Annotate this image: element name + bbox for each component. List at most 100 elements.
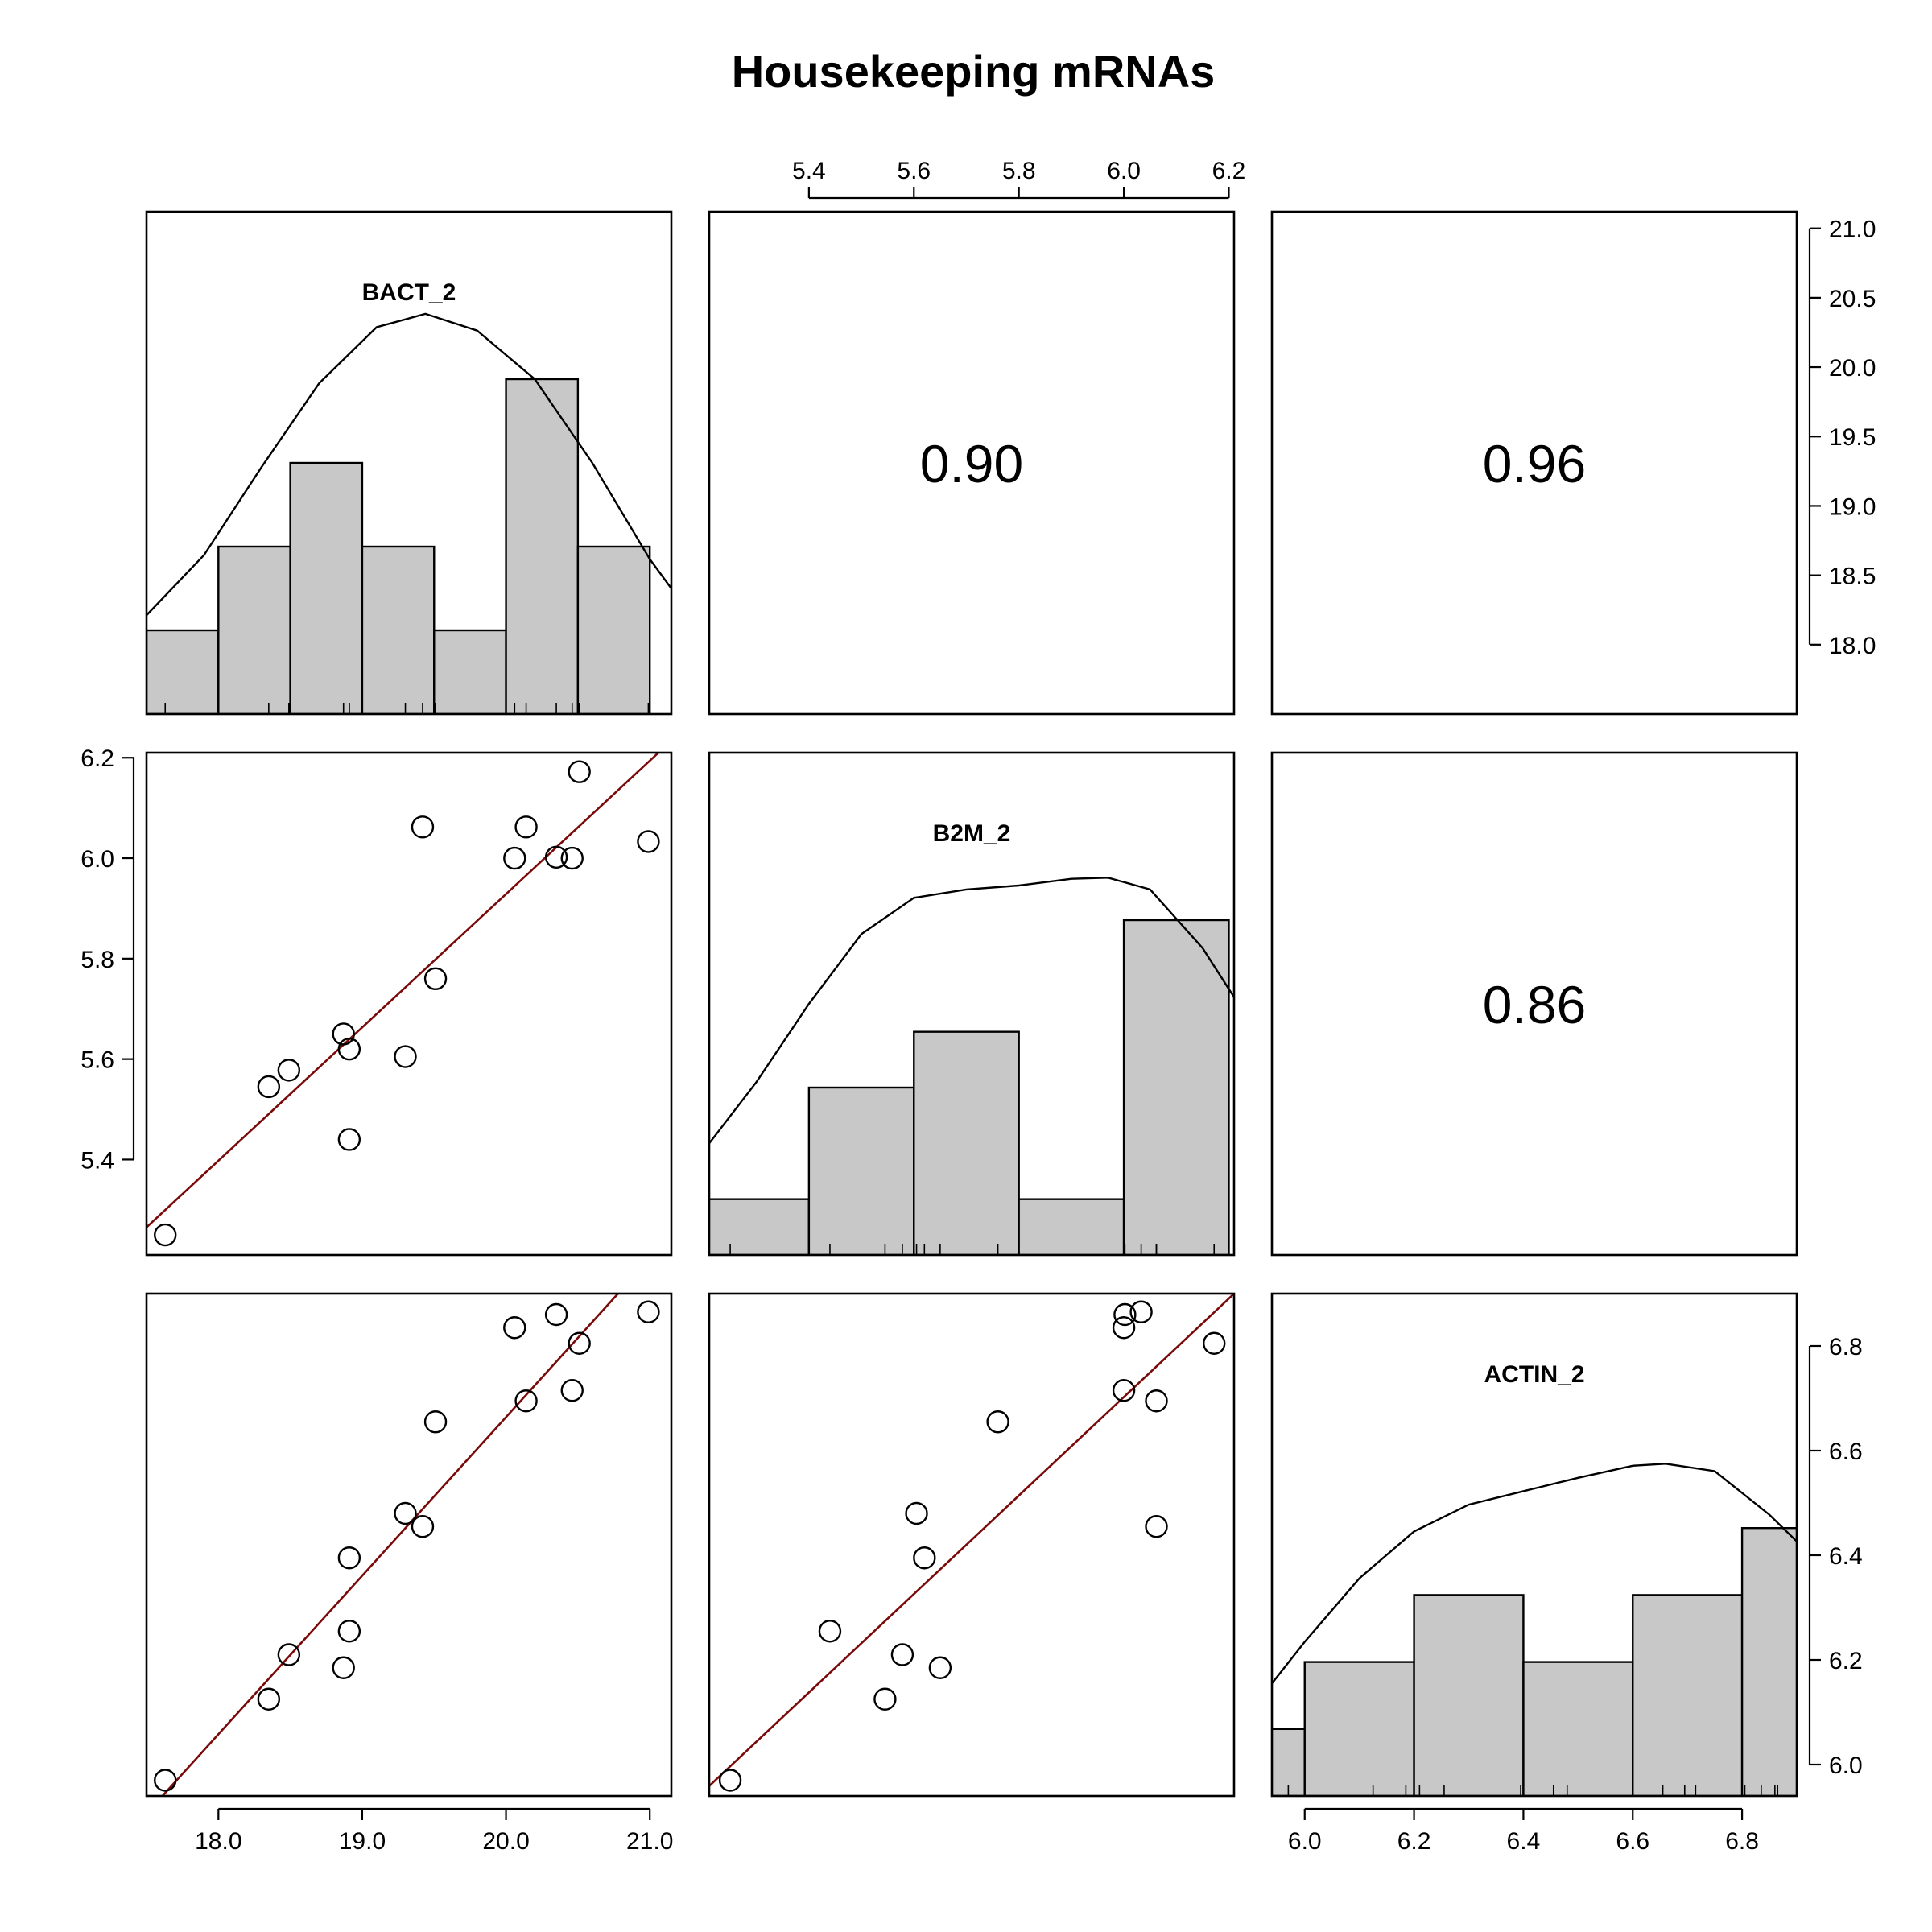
correlation-label: 0.86 <box>1483 975 1586 1034</box>
axis-tick-label: 6.6 <box>1616 1828 1649 1855</box>
scatter-point <box>560 846 584 870</box>
histogram-bar <box>217 545 291 714</box>
panel-frame <box>1270 210 1798 716</box>
axis-tick-label: 6.4 <box>1507 1828 1541 1855</box>
scatter-point <box>637 830 660 853</box>
scatter-point <box>568 760 591 783</box>
scatter-point <box>544 845 568 869</box>
panel-frame <box>145 751 673 1257</box>
panel-actin_2-actin_2: ACTIN_2 <box>1270 1292 1798 1798</box>
panel-b2m_2-b2m_2: B2M_2 <box>708 751 1236 1257</box>
scatter-point <box>905 1501 928 1525</box>
axis-tick-label: 6.0 <box>1107 158 1141 184</box>
scatter-point <box>337 1128 361 1151</box>
histogram-bar <box>361 545 436 714</box>
panel-actin_2-bact_2 <box>145 1292 673 1798</box>
axis-tick-label: 6.2 <box>1212 158 1246 184</box>
histogram-bar <box>289 461 364 714</box>
axis-tick-label: 6.8 <box>1725 1828 1759 1855</box>
panel-b2m_2-bact_2 <box>145 751 673 1257</box>
x-axis-top-b2m: 5.4 5.6 5.8 6.0 6.2 <box>792 158 1246 200</box>
histogram-bar <box>1522 1661 1634 1796</box>
axis-tick-label: 20.0 <box>1829 355 1876 382</box>
panel-frame <box>708 210 1236 716</box>
chart-title: Housekeeping mRNAs <box>732 46 1216 97</box>
histogram-bar <box>505 378 580 714</box>
axis-tick-label: 5.6 <box>897 158 931 184</box>
regression-line <box>709 1294 1234 1787</box>
scatter-point <box>257 1687 281 1711</box>
variable-name-label: B2M_2 <box>933 820 1011 847</box>
axis-tick-label: 19.0 <box>339 1828 386 1855</box>
axis-tick-label: 6.6 <box>1829 1439 1863 1465</box>
scatter-point <box>913 1546 936 1570</box>
scatter-point <box>928 1656 952 1679</box>
axis-tick-label: 6.2 <box>80 745 114 772</box>
scatter-point <box>503 846 526 870</box>
scatter-point <box>818 1620 842 1643</box>
axis-tick-label: 6.4 <box>1829 1543 1863 1570</box>
histogram-bar <box>147 629 220 714</box>
y-axis-right-bact: 18.0 18.5 19.0 19.5 20.0 20.5 21.0 <box>1808 217 1876 659</box>
axis-tick-label: 6.2 <box>1829 1648 1863 1674</box>
histogram-bar <box>433 629 507 714</box>
panel-frame <box>1270 751 1798 1257</box>
panel-frame <box>708 1292 1236 1798</box>
axis-tick-label: 21.0 <box>1829 217 1876 243</box>
scatter-point <box>1145 1515 1168 1538</box>
scatter-point <box>637 1300 660 1323</box>
axis-tick-label: 5.8 <box>1002 158 1036 184</box>
regression-line <box>147 753 660 1228</box>
histogram-bar <box>1632 1594 1744 1796</box>
scatter-point <box>503 1316 526 1340</box>
density-curve <box>147 312 671 617</box>
axis-tick-label: 18.0 <box>1829 633 1876 659</box>
x-axis-bottom-bact: 18.0 19.0 20.0 21.0 <box>195 1807 673 1855</box>
axis-tick-label: 6.0 <box>1829 1752 1863 1779</box>
axis-tick-label: 21.0 <box>626 1828 673 1855</box>
variable-name-label: ACTIN_2 <box>1484 1361 1584 1388</box>
scatter-point <box>411 1515 435 1538</box>
axis-tick-label: 19.5 <box>1829 424 1876 451</box>
axis-tick-label: 19.0 <box>1829 493 1876 520</box>
panel-contents <box>154 1294 660 1796</box>
scatter-point <box>337 1037 361 1061</box>
axes: 5.4 5.6 5.8 6.0 6.2 18.0 19.0 20.0 21.0 6.0 6.2 6.4… <box>80 158 1876 1855</box>
variable-name-label: BACT_2 <box>362 279 456 306</box>
scatter-point <box>332 1022 355 1046</box>
histogram-bar <box>1413 1594 1525 1796</box>
scatter-point <box>337 1546 361 1570</box>
axis-tick-label: 6.0 <box>80 846 114 873</box>
scatter-point <box>514 1389 538 1413</box>
scatter-point <box>1112 1316 1136 1340</box>
correlation-label: 0.90 <box>920 434 1023 493</box>
density-curve <box>709 877 1234 1145</box>
scatter-point <box>1129 1300 1153 1323</box>
axis-tick-label: 6.8 <box>1829 1334 1863 1360</box>
axis-tick-label: 5.4 <box>80 1147 114 1174</box>
scatter-point <box>1112 1379 1136 1402</box>
axis-tick-label: 5.4 <box>792 158 826 184</box>
panels: BACT_2 0.90 0.96 B2M_2 0.86 ACTIN_2 <box>145 210 1798 1798</box>
scatter-point <box>257 1075 281 1099</box>
scatter-point <box>337 1620 361 1643</box>
scatter-point <box>277 1059 301 1082</box>
scatter-point <box>890 1643 914 1666</box>
axis-tick-label: 5.6 <box>80 1047 114 1074</box>
panel-contents <box>1272 1463 1797 1796</box>
panel-actin_2-b2m_2 <box>708 1292 1236 1798</box>
correlation-label: 0.96 <box>1483 434 1586 493</box>
scatter-point <box>332 1656 355 1679</box>
panel-frame <box>1270 1292 1798 1798</box>
scatter-point <box>423 1410 448 1434</box>
axis-tick-label: 20.5 <box>1829 286 1876 312</box>
histogram-bar <box>576 545 651 714</box>
panel-bact_2-bact_2: BACT_2 <box>145 210 673 716</box>
scatter-point <box>986 1410 1009 1434</box>
scatter-point <box>1113 1302 1137 1327</box>
scatter-point <box>394 1045 417 1068</box>
scatter-point <box>1145 1389 1168 1413</box>
scatter-point <box>277 1643 301 1666</box>
histogram-bar <box>1018 1198 1125 1255</box>
